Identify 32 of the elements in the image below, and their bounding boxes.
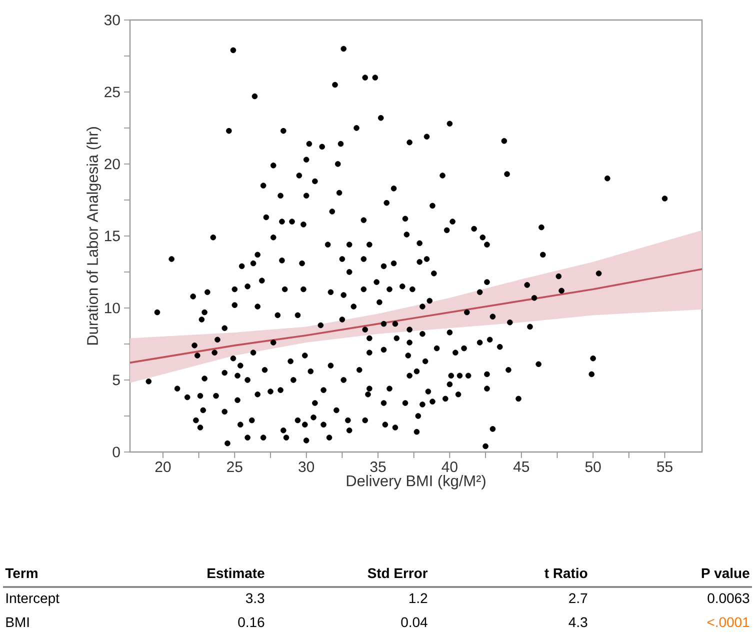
- x-tick-label: 45: [513, 462, 530, 472]
- y-tick-label: 25: [104, 86, 120, 98]
- text: BMI: [6, 617, 29, 627]
- x-tick-label: 25: [227, 462, 242, 472]
- x-tick-label: 30: [298, 462, 314, 472]
- y-axis-title: Duration of Labor Analgesia (hr): [86, 127, 102, 345]
- text: 0.0063: [708, 593, 750, 604]
- text: t Ratio: [544, 568, 588, 578]
- x-tick-label: 35: [370, 462, 386, 472]
- text: 4.3: [568, 617, 588, 628]
- y-tick-label: 30: [104, 14, 120, 26]
- text: 3.3: [246, 593, 264, 604]
- y-tick-label: 0: [112, 446, 120, 458]
- x-tick-label: 50: [585, 462, 601, 472]
- x-tick-label: 40: [442, 462, 458, 472]
- text: 1.2: [409, 593, 428, 603]
- text: 0.04: [401, 617, 428, 628]
- x-tick-label: 55: [657, 462, 672, 472]
- text: 2.7: [569, 593, 588, 603]
- text: P value: [702, 568, 750, 578]
- x-axis-title: Delivery BMI (kg/M²): [346, 474, 486, 490]
- text: Intercept: [6, 593, 60, 606]
- x-tick-label: 20: [155, 462, 171, 472]
- text: Estimate: [208, 568, 264, 578]
- text: Std Error: [368, 568, 428, 578]
- y-tick-label: 20: [104, 158, 120, 170]
- y-tick-label: 5: [112, 374, 120, 386]
- text: Term: [5, 568, 38, 578]
- y-tick-label: 10: [105, 302, 120, 314]
- y-tick-label: 15: [105, 230, 120, 242]
- text: 0.16: [238, 617, 264, 628]
- text: <.0001: [707, 617, 750, 628]
